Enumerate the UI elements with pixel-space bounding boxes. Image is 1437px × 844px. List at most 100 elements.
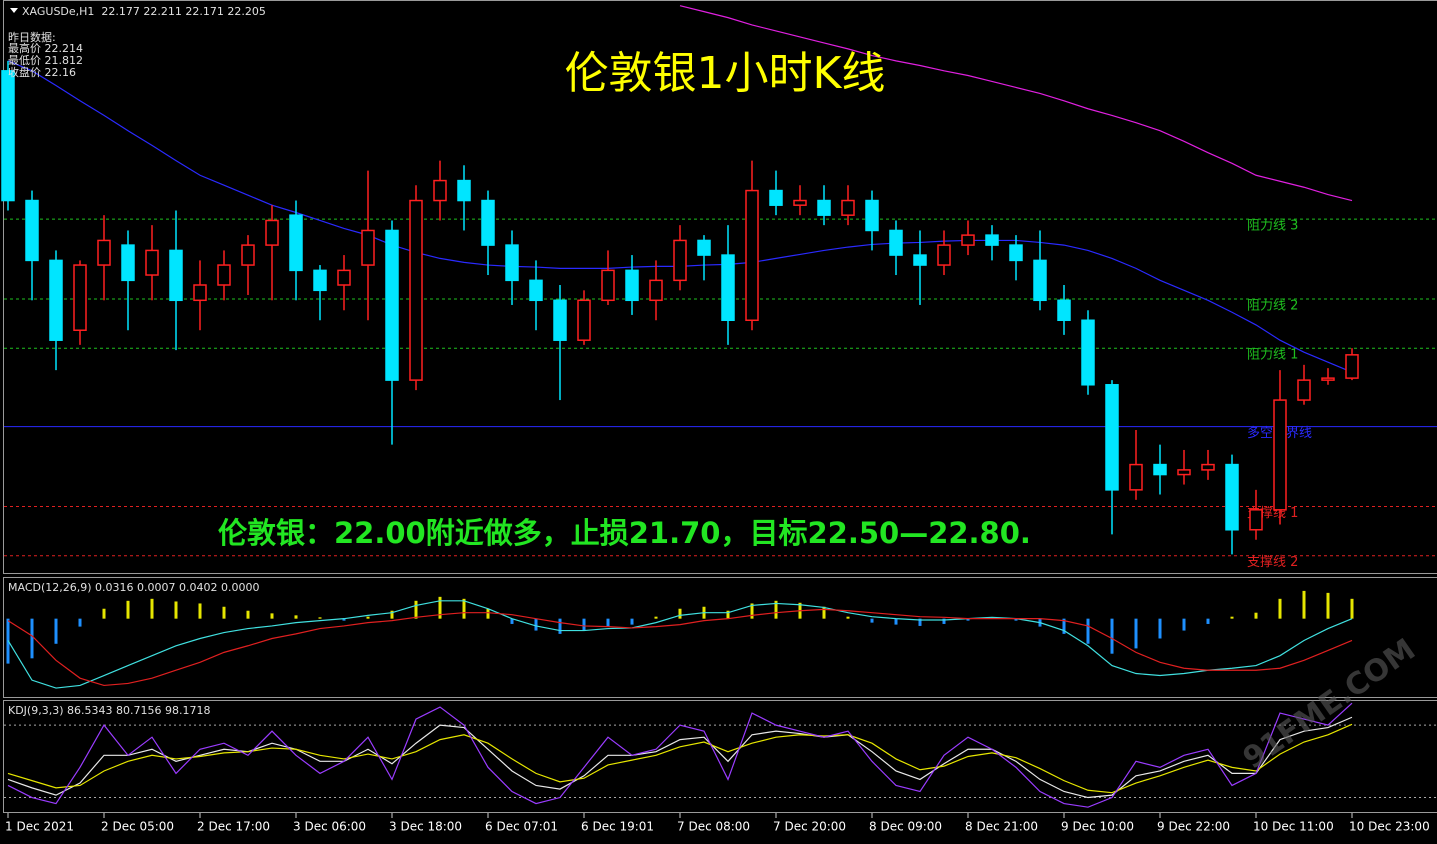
symbol-info: XAGUSDe,H1 22.177 22.211 22.171 22.205 bbox=[22, 5, 266, 18]
indicator-line bbox=[7, 600, 1353, 689]
x-tick-label: 3 Dec 06:00 bbox=[293, 820, 366, 834]
macd-bar bbox=[678, 608, 682, 619]
candle-body bbox=[1081, 319, 1095, 386]
macd-bar bbox=[438, 596, 442, 619]
macd-bar bbox=[1302, 590, 1306, 619]
macd-bar bbox=[1278, 598, 1282, 619]
macd-bar bbox=[462, 598, 466, 619]
candle-body bbox=[1105, 384, 1119, 491]
candle-body bbox=[1009, 244, 1023, 262]
macd-bar bbox=[1134, 618, 1138, 649]
candle-body bbox=[913, 254, 927, 266]
macd-bar bbox=[726, 610, 730, 619]
macd-pane bbox=[3, 577, 1437, 698]
macd-bar bbox=[966, 618, 970, 621]
x-tick-label: 6 Dec 07:01 bbox=[485, 820, 558, 834]
candle-body bbox=[505, 244, 519, 282]
macd-bar bbox=[1062, 618, 1066, 634]
candle-body bbox=[337, 269, 351, 286]
candle-body bbox=[1201, 463, 1215, 471]
info-line: 最低价 21.812 bbox=[8, 54, 83, 67]
candle-body bbox=[241, 244, 255, 266]
candle-body bbox=[1129, 463, 1143, 491]
macd-bar bbox=[1158, 618, 1162, 639]
macd-bar bbox=[390, 610, 394, 619]
macd-bar bbox=[942, 618, 946, 624]
level-label: 支撑线 2 bbox=[1247, 555, 1298, 570]
candle-body bbox=[1249, 509, 1263, 531]
x-tick-label: 7 Dec 20:00 bbox=[773, 820, 846, 834]
candle-body bbox=[793, 199, 807, 206]
x-tick-label: 6 Dec 19:01 bbox=[581, 820, 654, 834]
candle-body bbox=[1033, 259, 1047, 302]
candle-body bbox=[1153, 463, 1167, 476]
macd-bar bbox=[846, 616, 850, 619]
candle-body bbox=[625, 269, 639, 302]
macd-bar bbox=[1230, 616, 1234, 619]
macd-bar bbox=[654, 616, 658, 619]
chart-title: 伦敦银1小时K线 bbox=[565, 48, 886, 99]
candle-body bbox=[601, 269, 615, 302]
candle-body bbox=[169, 249, 183, 302]
macd-bar bbox=[1326, 592, 1330, 619]
candle-body bbox=[1297, 379, 1311, 401]
macd-bar bbox=[774, 600, 778, 619]
candle-body bbox=[937, 244, 951, 266]
kdj-pane bbox=[3, 700, 1437, 813]
candle-body bbox=[697, 239, 711, 256]
recommendation: 伦敦银：22.00附近做多，止损21.70，目标22.50—22.80. bbox=[218, 516, 1031, 550]
x-tick-label: 10 Dec 23:00 bbox=[1349, 820, 1430, 834]
candle-body bbox=[769, 189, 783, 206]
candle-body bbox=[673, 239, 687, 282]
macd-bar bbox=[558, 618, 562, 634]
macd-bar bbox=[414, 600, 418, 619]
indicator-line bbox=[7, 608, 1353, 687]
candle-body bbox=[529, 279, 543, 302]
macd-bar bbox=[1350, 598, 1354, 619]
macd-bar bbox=[78, 618, 82, 627]
x-tick-label: 2 Dec 05:00 bbox=[101, 820, 174, 834]
macd-bar bbox=[342, 618, 346, 621]
candle-body bbox=[961, 234, 975, 246]
macd-bar bbox=[366, 616, 370, 619]
candle-body bbox=[433, 179, 447, 202]
candle-body bbox=[553, 299, 567, 341]
macd-bar bbox=[270, 613, 274, 619]
candle-body bbox=[73, 264, 87, 331]
main-pane bbox=[3, 0, 1437, 574]
macd-bar bbox=[630, 618, 634, 625]
candle-body bbox=[649, 279, 663, 302]
candle-body bbox=[25, 199, 39, 262]
level-label: 阻力线 1 bbox=[1247, 348, 1298, 363]
info-line: 收盘价 22.16 bbox=[8, 65, 76, 79]
macd-bar bbox=[1110, 618, 1114, 654]
kdj-header: KDJ(9,3,3) 86.5343 80.7156 98.1718 bbox=[8, 704, 210, 717]
macd-bar bbox=[318, 617, 322, 619]
candle-body bbox=[817, 199, 831, 216]
macd-bar bbox=[1086, 618, 1090, 644]
x-tick-label: 7 Dec 08:00 bbox=[677, 820, 750, 834]
info-line: 最高价 22.214 bbox=[8, 41, 83, 55]
macd-header: MACD(12,26,9) 0.0316 0.0007 0.0402 0.000… bbox=[8, 581, 260, 594]
candle-body bbox=[361, 229, 375, 266]
macd-bar bbox=[534, 618, 538, 631]
macd-bar bbox=[582, 618, 586, 631]
macd-bar bbox=[102, 608, 106, 619]
candle-body bbox=[1057, 299, 1071, 322]
macd-bar bbox=[894, 618, 898, 625]
macd-bar bbox=[822, 606, 826, 619]
x-tick-label: 3 Dec 18:00 bbox=[389, 820, 462, 834]
macd-bar bbox=[486, 608, 490, 619]
macd-bar bbox=[126, 600, 130, 619]
candle-body bbox=[49, 259, 63, 341]
macd-bar bbox=[1182, 618, 1186, 631]
macd-bar bbox=[918, 618, 922, 626]
candle-body bbox=[481, 199, 495, 246]
indicator-line bbox=[7, 723, 1353, 794]
indicator-line bbox=[7, 716, 1353, 799]
menu-triangle bbox=[10, 8, 18, 13]
macd-bar bbox=[246, 610, 250, 619]
x-tick-label: 8 Dec 09:00 bbox=[869, 820, 942, 834]
